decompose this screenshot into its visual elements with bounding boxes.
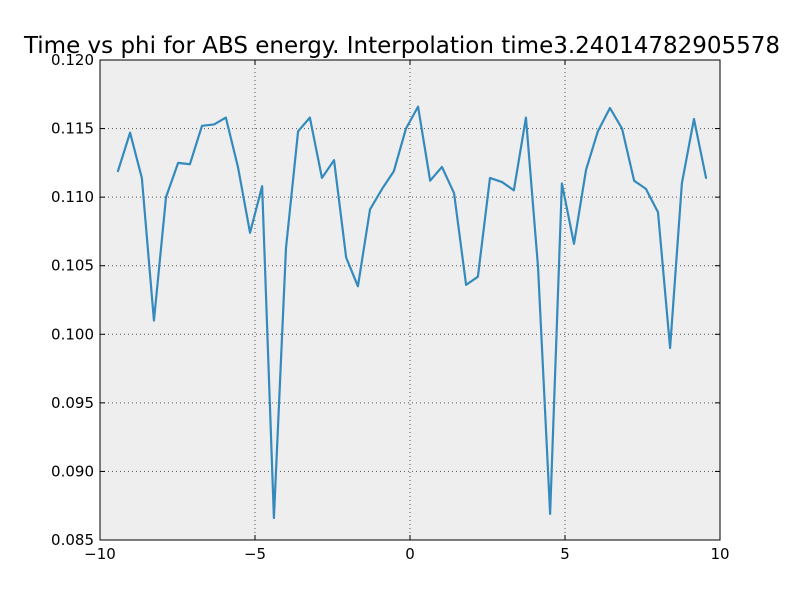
x-tick-label: 5 — [560, 545, 570, 563]
y-axis-tick-labels: 0.085 0.090 0.095 0.100 0.105 0.110 0.115 0.120 — [51, 51, 94, 549]
x-tick-label: −5 — [244, 545, 266, 563]
y-tick-label: 0.090 — [51, 462, 94, 480]
x-axis-tick-labels: −10 −5 0 5 10 — [84, 545, 729, 563]
axis-ticks — [99, 59, 721, 541]
x-tick-label: 0 — [405, 545, 415, 563]
y-tick-label: 0.115 — [51, 120, 94, 138]
y-tick-label: 0.100 — [51, 325, 94, 343]
x-tick-label: −10 — [84, 545, 116, 563]
y-tick-label: 0.095 — [51, 394, 94, 412]
grid-lines — [100, 60, 720, 540]
series-line — [116, 105, 708, 520]
y-tick-label: 0.120 — [51, 51, 94, 69]
y-tick-label: 0.110 — [51, 188, 94, 206]
y-tick-label: 0.085 — [51, 531, 94, 549]
y-tick-label: 0.105 — [51, 257, 94, 275]
x-tick-label: 10 — [710, 545, 729, 563]
chart-title: Time vs phi for ABS energy. Interpolatio… — [23, 33, 780, 59]
series-layer — [116, 105, 708, 520]
